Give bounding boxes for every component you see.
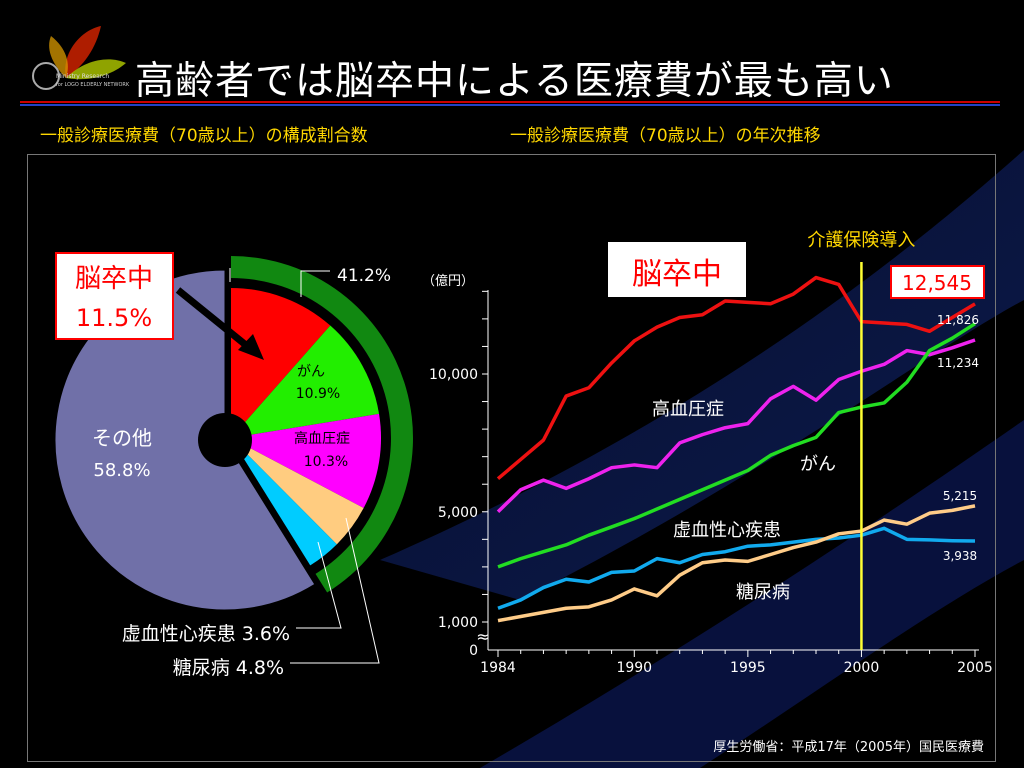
ihd-leader [296, 541, 342, 629]
y-tick-label: 5,000 [438, 505, 478, 521]
slide-title: 高齢者では脳卒中による医療費が最も高い [135, 59, 894, 104]
series-line-4 [497, 504, 976, 623]
slice-value-hypertension: 10.3% [304, 454, 348, 470]
end-label-cancer: 11,826 [937, 313, 979, 327]
x-tick-label: 1984 [480, 660, 516, 676]
pie-center-hole [198, 413, 252, 467]
bracket-leader [300, 270, 330, 297]
pie-slice-4 [231, 438, 337, 566]
x-tick-label: 1990 [616, 660, 652, 676]
stroke-callout-arrowhead [238, 334, 264, 360]
series-line-0 [496, 275, 976, 481]
stroke-line-callout-box [608, 242, 746, 297]
source-note: 厚生労働省：平成17年（2005年）国民医療費 [713, 740, 984, 755]
pie-slice-2 [231, 413, 381, 509]
series-label-diabetes: 糖尿病 [736, 582, 790, 603]
series-line-3 [497, 526, 976, 610]
axis-break-mark: ≈ [476, 627, 489, 646]
title-rule-red [20, 101, 1000, 103]
stroke-line-callout: 脳卒中 [632, 257, 722, 292]
end-label-hypertension: 11,234 [937, 356, 979, 370]
diabetes-leader [290, 517, 380, 664]
bracket-value-label: 41.2% [337, 266, 391, 286]
stroke-callout-arrow [175, 287, 255, 353]
y-tick-label: 0 [469, 643, 478, 659]
end-label-diabetes: 5,215 [943, 489, 977, 503]
x-tick-label: 2005 [957, 660, 993, 676]
group-bracket-arc [231, 256, 413, 593]
series-line-2 [497, 322, 976, 569]
stroke-callout-name: 脳卒中 [75, 264, 153, 294]
pie-slice-0 [231, 288, 331, 438]
ministry-logo: Ministry Research for LOGO ELDERLY NETWO… [32, 26, 130, 90]
y-tick-label: 1,000 [438, 615, 478, 631]
logo-text-1: Ministry Research [56, 73, 109, 80]
pie-slice-3 [231, 438, 364, 545]
series-label-cancer: がん [800, 454, 836, 475]
stroke-callout-box [55, 252, 174, 340]
stroke-end-value-box [890, 265, 985, 299]
slice-label-hypertension: 高血圧症 [294, 430, 350, 447]
series-label-ihd: 虚血性心疾患 [673, 520, 781, 541]
chart-panel [27, 154, 996, 762]
stroke-end-value: 12,545 [902, 271, 972, 295]
series-line-1 [496, 338, 976, 514]
pie-slice-1 [231, 325, 380, 438]
y-axis-label: （億円） [422, 273, 474, 289]
x-tick-label: 2000 [844, 660, 880, 676]
subtitle-left: 一般診療医療費（70歳以上）の構成割合数 [40, 126, 368, 146]
ihd-label: 虚血性心疾患 3.6% [122, 623, 290, 645]
diabetes-label: 糖尿病 4.8% [173, 657, 284, 679]
slice-label-other: その他 [92, 426, 152, 450]
subtitle-right: 一般診療医療費（70歳以上）の年次推移 [510, 126, 821, 146]
slice-value-other: 58.8% [93, 460, 150, 481]
slice-label-cancer: がん [297, 364, 325, 380]
slice-value-cancer: 10.9% [296, 386, 340, 402]
logo-text-2: for LOGO ELDERLY NETWORK [56, 82, 130, 88]
y-tick-label: 10,000 [429, 367, 478, 383]
stroke-callout-value: 11.5% [76, 304, 152, 332]
care-insurance-label: 介護保険導入 [807, 230, 915, 251]
x-tick-label: 1995 [730, 660, 766, 676]
series-label-hypertension: 高血圧症 [652, 399, 724, 420]
title-rule-blue [20, 104, 1000, 106]
end-label-ihd: 3,938 [943, 549, 977, 563]
